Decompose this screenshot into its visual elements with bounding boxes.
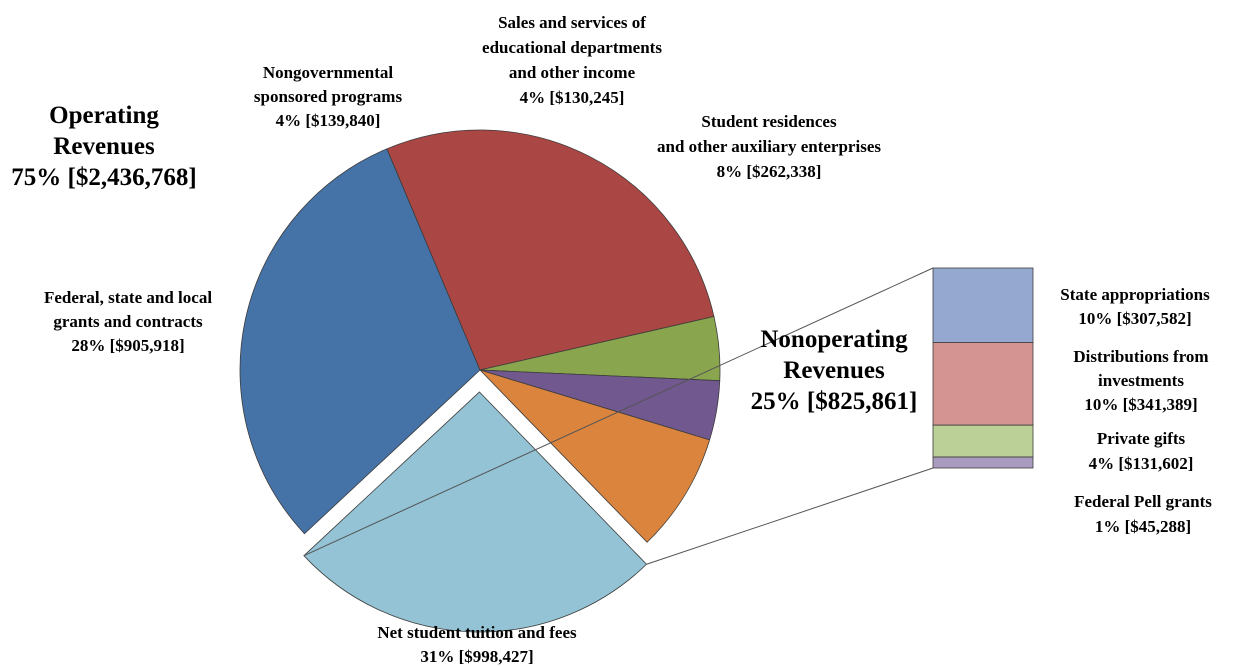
bar-segment-investments	[932, 342, 1034, 426]
pie-slice-tuition	[239, 148, 481, 535]
bar-segment-pell	[932, 456, 1034, 469]
bar-segment-gifts	[932, 424, 1034, 458]
slice-label-tuition: Net student tuition and fees 31% [$998,42…	[377, 623, 577, 666]
pie	[239, 129, 721, 633]
pie-slice-residences	[479, 369, 711, 543]
connector-lines	[303, 267, 934, 565]
breakout-bar	[932, 267, 1034, 469]
connector-line-top	[303, 267, 934, 557]
slice-label-residences: Student residences and other auxiliary en…	[657, 112, 881, 181]
bar-label-investments: Distributions from investments 10% [$341,3…	[1073, 347, 1208, 414]
bar-label-gifts: Private gifts 4% [$131,602]	[1089, 429, 1194, 473]
bar-label-state: State appropriations 10% [$307,582]	[1060, 285, 1210, 328]
group-label-operating: Operating Revenues 75% [$2,436,768]	[11, 102, 196, 191]
slice-label-grants: Federal, state and local grants and contr…	[44, 288, 212, 355]
slice-label-sales: Sales and services of educational departm…	[482, 13, 662, 107]
connector-line-bottom	[646, 467, 934, 565]
pie-slice-nonop	[303, 391, 648, 633]
bar-segment-state	[932, 267, 1034, 343]
slice-label-nongov: Nongovernmental sponsored programs 4% [$13…	[254, 63, 403, 130]
labels: Net student tuition and fees 31% [$998,42…	[11, 13, 1212, 666]
group-label-nonoperating: Nonoperating Revenues 25% [$825,861]	[751, 326, 918, 415]
bar-label-pell: Federal Pell grants 1% [$45,288]	[1074, 492, 1212, 536]
pie-slice-grants	[386, 129, 715, 371]
